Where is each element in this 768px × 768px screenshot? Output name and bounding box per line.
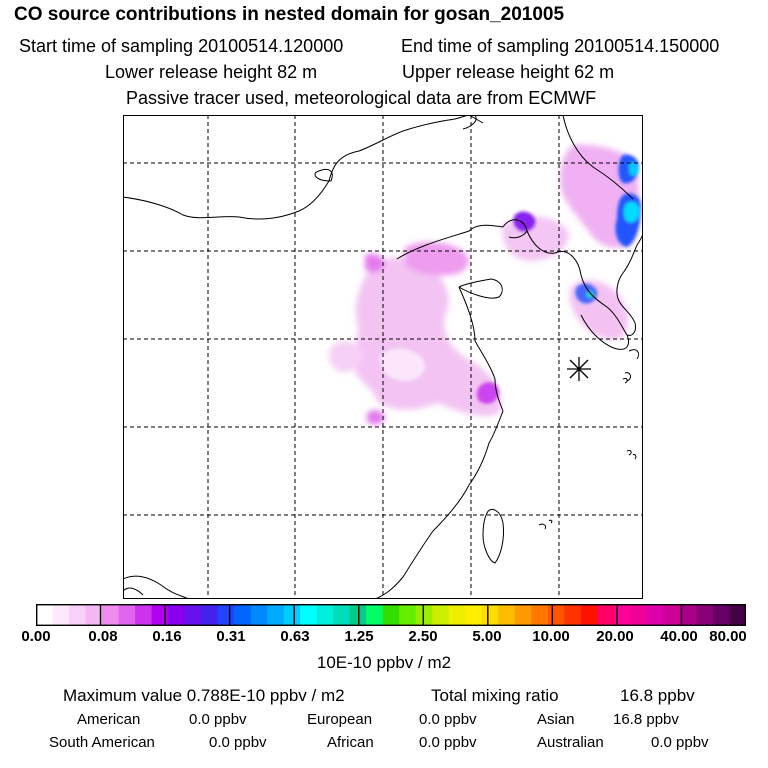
colorbar-segment (118, 604, 136, 626)
colorbar-segment (432, 604, 450, 626)
colorbar-tick-label: 20.00 (596, 628, 634, 645)
colorbar-dividers (99, 604, 683, 626)
colorbar-segment (102, 604, 120, 626)
colorbar-tick-label: 10.00 (532, 628, 570, 645)
receptor-site-marker (567, 357, 591, 381)
colorbar-segment (283, 604, 301, 626)
colorbar-tick-label: 0.63 (280, 628, 310, 645)
tracer-note: Passive tracer used, meteorological data… (126, 88, 597, 108)
coastlines (123, 115, 643, 599)
colorbar-tick-label: 0.16 (152, 628, 182, 645)
colorbar-tick-label: 2.50 (408, 628, 438, 645)
colorbar-segment (646, 604, 665, 626)
colorbar-tick-label: 80.00 (709, 628, 747, 645)
african-label: African (327, 734, 374, 751)
colorbar-tick-label: 0.31 (216, 628, 246, 645)
colorbar-segment (316, 604, 334, 626)
colorbar-segment (151, 604, 169, 626)
african-value: 0.0 ppbv (419, 734, 477, 751)
figure-title: CO source contributions in nested domain… (14, 4, 565, 25)
colorbar-segment (547, 604, 565, 626)
colorbar-segment (481, 604, 499, 626)
colorbar-segment (663, 604, 681, 626)
european-label: European (307, 711, 373, 728)
colorbar-segment (597, 604, 615, 626)
colorbar (36, 604, 746, 626)
upper-release-height-label: Upper release height 62 m (402, 62, 615, 82)
max-value-label: Maximum value 0.788E-10 ppbv / m2 (63, 686, 345, 705)
colorbar-tick-label: 0.00 (21, 628, 51, 645)
colorbar-tick-label: 0.08 (88, 628, 118, 645)
colorbar-segment (630, 604, 648, 626)
colorbar-segment (465, 604, 483, 626)
colorbar-segment (85, 604, 103, 626)
gridlines (123, 115, 643, 599)
colorbar-segment (135, 604, 153, 626)
colorbar-segment (514, 604, 532, 626)
colorbar-unit: 10E-10 ppbv / m2 (316, 653, 452, 672)
end-time-label: End time of sampling 20100514.150000 (401, 36, 720, 56)
colorbar-segment (366, 604, 384, 626)
lower-release-height-label: Lower release height 82 m (105, 62, 318, 82)
colorbar-segment (415, 604, 433, 626)
colorbar-segment (679, 604, 698, 626)
colorbar-segment (498, 604, 516, 626)
european-value: 0.0 ppbv (419, 711, 477, 728)
colorbar-segment (168, 604, 186, 626)
colorbar-segment (399, 604, 417, 626)
map-panel (123, 115, 643, 599)
south-american-label: South American (49, 734, 155, 751)
australian-label: Australian (537, 734, 604, 751)
colorbar-segment (712, 604, 731, 626)
asian-value: 16.8 ppbv (613, 711, 679, 728)
colorbar-segment (36, 604, 54, 626)
start-time-label: Start time of sampling 20100514.120000 (19, 36, 344, 56)
colorbar-segment (300, 604, 318, 626)
colorbar-segment (613, 604, 632, 626)
colorbar-segments (36, 604, 746, 626)
colorbar-segment (234, 604, 252, 626)
colorbar-segment (184, 604, 202, 626)
colorbar-segment (267, 604, 285, 626)
colorbar-tick-label: 5.00 (472, 628, 502, 645)
colorbar-segment (201, 604, 219, 626)
colorbar-segment (696, 604, 714, 626)
colorbar-segment (52, 604, 70, 626)
american-label: American (77, 711, 141, 728)
total-mixing-ratio-label: Total mixing ratio (431, 686, 559, 705)
colorbar-segment (729, 604, 746, 626)
total-mixing-ratio-value: 16.8 ppbv (620, 686, 695, 705)
colorbar-segment (217, 604, 235, 626)
colorbar-segment (580, 604, 598, 626)
australian-value: 0.0 ppbv (651, 734, 709, 751)
colorbar-segment (333, 604, 351, 626)
colorbar-segment (448, 604, 466, 626)
south-american-value: 0.0 ppbv (209, 734, 267, 751)
colorbar-segment (564, 604, 582, 626)
colorbar-tick-label: 40.00 (660, 628, 698, 645)
american-value: 0.0 ppbv (189, 711, 247, 728)
colorbar-segment (69, 604, 87, 626)
colorbar-segment (250, 604, 268, 626)
concentration-field (328, 144, 641, 425)
colorbar-tick-label: 1.25 (344, 628, 374, 645)
colorbar-segment (531, 604, 549, 626)
asian-label: Asian (537, 711, 575, 728)
colorbar-segment (382, 604, 400, 626)
